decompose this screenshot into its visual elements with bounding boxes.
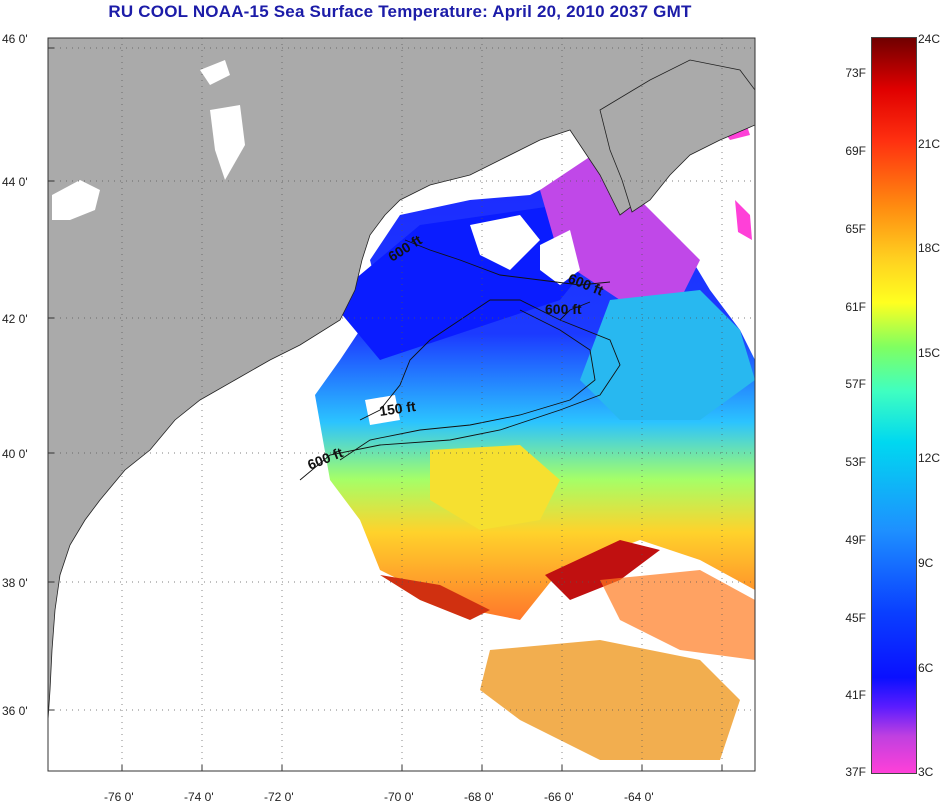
colorbar-label-c: 18C bbox=[918, 241, 941, 255]
lat-label-40: 40 0' bbox=[2, 447, 28, 461]
lon-label-66: -66 0' bbox=[544, 790, 574, 804]
lon-label-76: -76 0' bbox=[104, 790, 134, 804]
cloud-mask bbox=[365, 215, 580, 425]
temperature-colorbar bbox=[871, 37, 917, 774]
colorbar-label-f: 49F bbox=[845, 533, 866, 547]
colorbar-label-c: 3C bbox=[918, 765, 934, 779]
colorbar-label-f: 73F bbox=[845, 66, 866, 80]
colorbar-label-c: 21C bbox=[918, 137, 941, 151]
graticule bbox=[48, 38, 755, 771]
contour-label-150ft: 150 ft bbox=[378, 398, 417, 419]
colorbar-label-c: 15C bbox=[918, 346, 941, 360]
contour-label-600ft-bank: 600 ft bbox=[545, 301, 582, 317]
land bbox=[48, 38, 755, 721]
frame-ticks bbox=[48, 47, 723, 771]
lon-label-72: -72 0' bbox=[264, 790, 294, 804]
longitude-labels: -76 0' -74 0' -72 0' -70 0' -68 0' -66 0… bbox=[104, 790, 654, 804]
lon-label-74: -74 0' bbox=[184, 790, 214, 804]
lat-label-46: 46 0' bbox=[2, 32, 28, 46]
colorbar-label-f: 61F bbox=[845, 300, 866, 314]
lat-label-36: 36 0' bbox=[2, 704, 28, 718]
colorbar-label-f: 37F bbox=[845, 765, 866, 779]
colorbar-label-c: 12C bbox=[918, 451, 941, 465]
colorbar-label-f: 45F bbox=[845, 611, 866, 625]
lat-label-42: 42 0' bbox=[2, 312, 28, 326]
colorbar-label-c: 6C bbox=[918, 661, 934, 675]
colorbar-label-c: 24C bbox=[918, 32, 941, 46]
colorbar-label-f: 41F bbox=[845, 688, 866, 702]
sst-field bbox=[315, 105, 755, 760]
inland-water bbox=[52, 60, 315, 771]
map-title: RU COOL NOAA-15 Sea Surface Temperature:… bbox=[108, 2, 692, 21]
latitude-labels: 46 0' 44 0' 42 0' 40 0' 38 0' 36 0' bbox=[2, 32, 28, 718]
colorbar-label-f: 57F bbox=[845, 377, 866, 391]
lon-label-64: -64 0' bbox=[624, 790, 654, 804]
colorbar-label-f: 69F bbox=[845, 144, 866, 158]
colorbar-label-f: 65F bbox=[845, 222, 866, 236]
lat-label-44: 44 0' bbox=[2, 175, 28, 189]
colorbar-label-c: 9C bbox=[918, 556, 934, 570]
bathymetry-contours bbox=[299, 239, 621, 481]
lon-label-70: -70 0' bbox=[384, 790, 414, 804]
lat-label-38: 38 0' bbox=[2, 576, 28, 590]
colorbar-label-f: 53F bbox=[845, 455, 866, 469]
lon-label-68: -68 0' bbox=[464, 790, 494, 804]
